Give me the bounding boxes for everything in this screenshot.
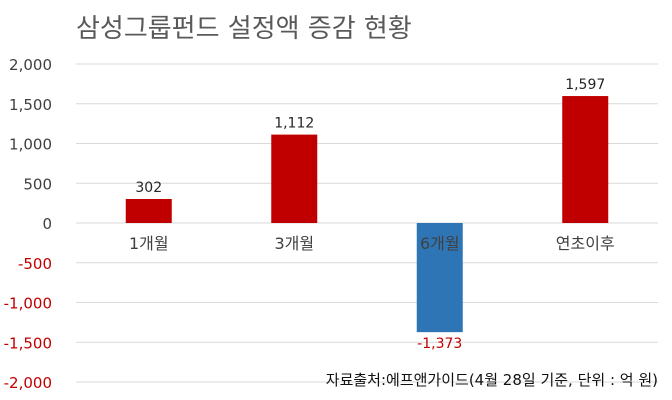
category-label: 3개월 [274, 234, 314, 253]
data-label: 1,112 [274, 116, 314, 132]
bar [125, 198, 172, 223]
y-tick-label: -1,000 [4, 295, 52, 313]
bar [562, 96, 609, 223]
data-labels: 302 1,112 -1,373 1,597 [135, 77, 605, 352]
gridlines [76, 63, 658, 383]
y-tick-label: -2,000 [4, 374, 52, 392]
y-tick-label: 0 [42, 215, 52, 233]
data-label: 1,597 [565, 77, 605, 93]
category-label: 연초이후 [556, 234, 615, 253]
y-tick-label: 1,500 [9, 96, 52, 114]
y-tick-label: 1,000 [9, 136, 52, 154]
source-note: 자료출처:에프앤가이드(4월 28일 기준, 단위 : 억 원) [325, 371, 658, 389]
data-label: -1,373 [417, 336, 462, 352]
category-label: 1개월 [129, 234, 169, 253]
chart-title: 삼성그룹펀드 설정액 증감 현황 [76, 14, 412, 44]
y-tick-label: 2,000 [9, 56, 52, 74]
y-tick-label: 500 [23, 175, 52, 193]
bar [416, 223, 463, 333]
bars [125, 96, 609, 333]
y-tick-label: -500 [18, 255, 52, 273]
data-label: 302 [135, 180, 162, 196]
y-tick-label: -1,500 [4, 334, 52, 352]
category-label: 6개월 [420, 234, 460, 253]
category-labels: 1개월 3개월 6개월 연초이후 [129, 234, 615, 253]
bar [271, 134, 318, 223]
y-axis-ticks: 2,000 1,500 1,000 500 0 -500 -1,000 -1,500 -2,00… [4, 56, 52, 392]
